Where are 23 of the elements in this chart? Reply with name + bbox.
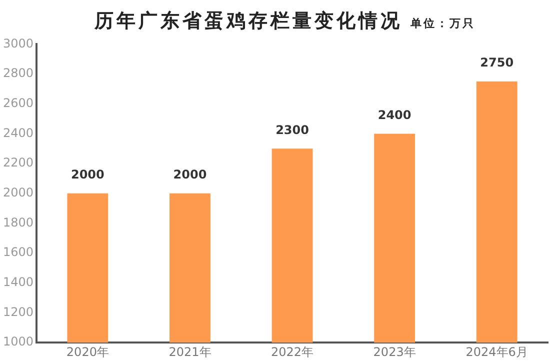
x-tick-label: 2022年	[270, 344, 314, 359]
y-tick-label: 3000	[2, 36, 34, 50]
chart-title: 历年广东省蛋鸡存栏量变化情况	[94, 9, 402, 34]
x-tick-label: 2021年	[168, 344, 212, 359]
y-tick-label: 1000	[2, 334, 34, 349]
y-tick-label: 1200	[2, 304, 34, 319]
y-tick-label: 2800	[2, 66, 34, 80]
x-tick-label: 2023年	[373, 344, 416, 359]
y-tick-label: 2400	[2, 126, 34, 140]
data-label: 2000	[70, 168, 104, 182]
data-label: 2750	[480, 56, 514, 70]
y-tick-label: 1800	[2, 215, 34, 230]
y-tick-label: 1600	[2, 245, 34, 260]
x-tick-label: 2024年6月	[466, 344, 528, 359]
y-tick-label: 1400	[2, 275, 34, 290]
y-tick-label: 2600	[2, 96, 34, 110]
chart-subtitle: 单位：万只	[410, 16, 476, 31]
data-label: 2400	[378, 108, 412, 122]
data-label: 2300	[276, 122, 309, 137]
y-tick-label: 2200	[2, 156, 34, 170]
x-tick-label: 2020年	[66, 344, 109, 359]
y-tick-label: 2000	[2, 186, 34, 200]
data-label: 2000	[173, 168, 207, 182]
